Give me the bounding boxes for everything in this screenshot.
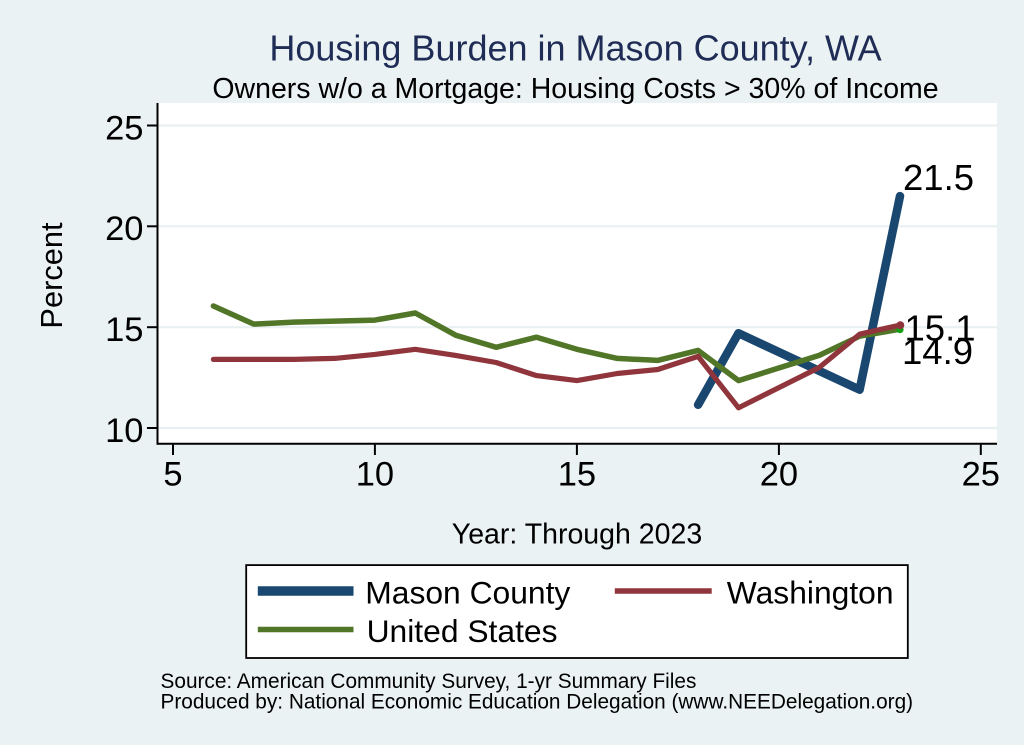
svg-text:10: 10 [356, 456, 394, 494]
svg-text:Produced by: National Economic: Produced by: National Economic Education… [161, 691, 914, 714]
svg-text:5: 5 [163, 456, 182, 494]
svg-text:20: 20 [760, 456, 798, 494]
svg-text:25: 25 [962, 456, 1000, 494]
svg-text:20: 20 [105, 210, 143, 248]
svg-text:United States: United States [367, 613, 558, 649]
svg-text:Mason County: Mason County [365, 575, 570, 611]
svg-text:Year: Through 2023: Year: Through 2023 [452, 519, 702, 551]
svg-text:Housing Burden in Mason County: Housing Burden in Mason County, WA [269, 28, 881, 69]
svg-text:14.9: 14.9 [902, 331, 973, 372]
svg-text:15.1: 15.1 [905, 307, 976, 348]
svg-text:21.5: 21.5 [903, 157, 974, 198]
svg-text:15: 15 [105, 311, 143, 349]
svg-text:Percent: Percent [34, 222, 69, 329]
svg-text:Source: American Community Sur: Source: American Community Survey, 1-yr … [161, 670, 697, 693]
svg-text:15: 15 [558, 456, 596, 494]
svg-text:Washington: Washington [727, 575, 894, 611]
svg-text:25: 25 [105, 109, 143, 147]
svg-text:Owners w/o a Mortgage: Housing: Owners w/o a Mortgage: Housing Costs > 3… [212, 73, 938, 105]
svg-text:10: 10 [105, 412, 143, 450]
